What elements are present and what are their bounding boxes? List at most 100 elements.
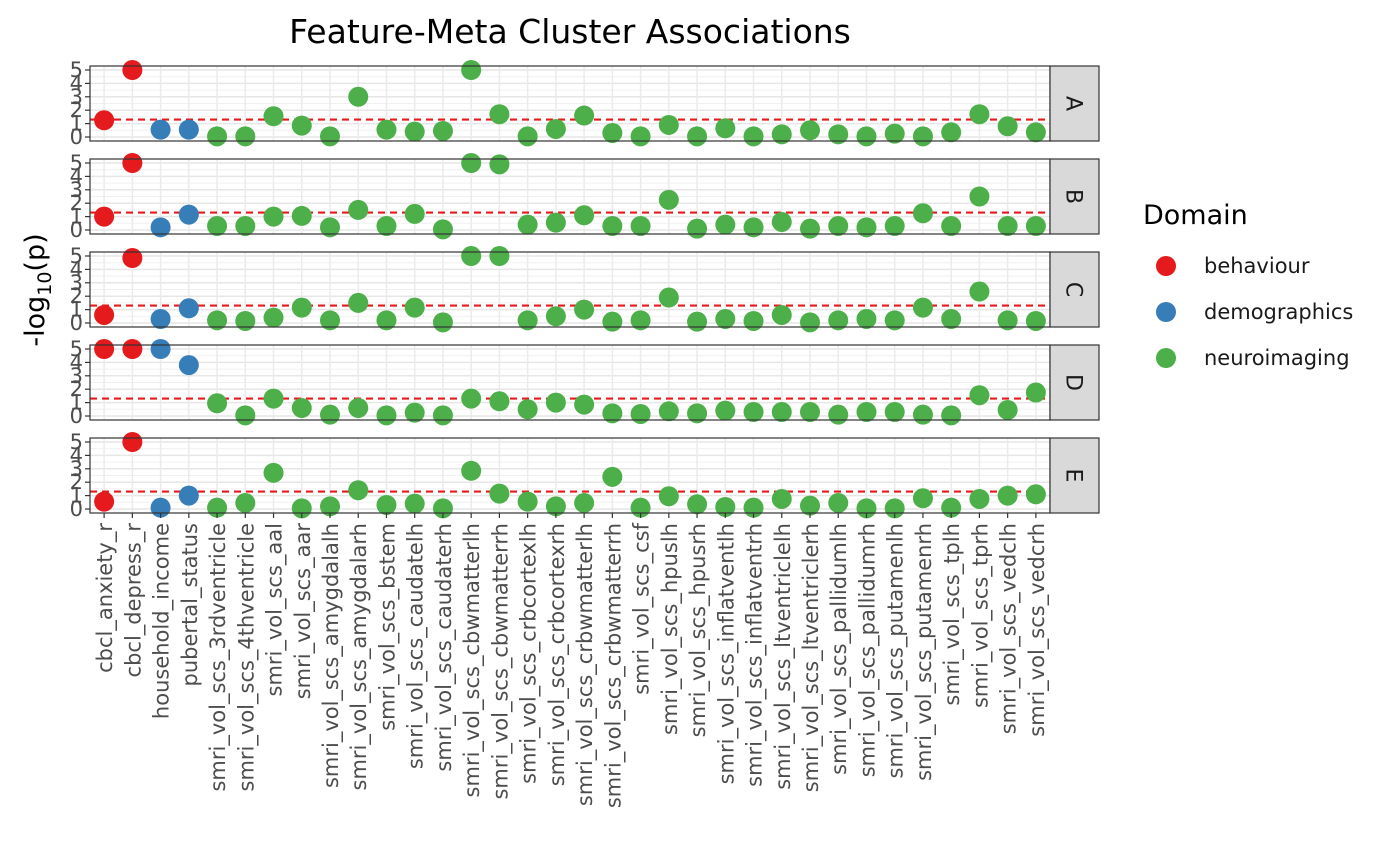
x-tick-label: smri_vol_scs_cbwmatterlh [460,523,485,797]
data-point [150,339,171,359]
data-point [1025,484,1046,505]
x-tick-label: smri_vol_scs_amygdalalh [319,523,344,788]
data-point [800,495,820,516]
facet-strip-label: D [1061,374,1086,391]
data-point [404,297,425,318]
legend-label: neuroimaging [1204,346,1350,370]
x-tick-label: smri_vol_scs_cbwmatterrh [488,523,513,800]
data-point [658,287,679,308]
data-point [489,154,510,175]
data-point [291,297,312,318]
data-point [320,126,340,147]
data-point [997,310,1018,331]
data-point [574,105,595,126]
data-point [545,496,566,517]
y-tick-label: 2 [70,377,83,401]
y-tick-label: 4 [70,164,83,188]
data-point [348,292,369,313]
facet-strip [1049,344,1100,421]
data-point [320,404,340,425]
y-tick-label: 1 [70,112,83,136]
y-axis-label: -log10(p) [20,233,56,346]
data-point [517,310,538,331]
y-axis-label-subscript: 10 [34,272,56,296]
data-point [771,401,792,422]
y-tick-label: 3 [70,271,83,295]
data-point [404,203,425,224]
legend-item-behaviour: behaviour [1156,254,1310,278]
data-point [94,304,115,325]
data-point [122,432,143,452]
data-point [1025,310,1046,331]
data-point [320,217,340,238]
x-tick-label: smri_vol_scs_caudatelh [404,523,429,769]
legend-title: Domain [1143,200,1248,231]
y-tick-label: 0 [70,497,83,521]
data-point [1025,215,1046,236]
data-point [969,281,990,302]
facet-strip-label: B [1061,189,1086,204]
data-point [461,153,482,173]
legend-label: behaviour [1204,254,1310,278]
facet-strip-label: E [1061,469,1086,483]
y-tick-label: 1 [70,484,83,508]
data-point [574,492,595,513]
y-tick-label: 3 [70,457,83,481]
data-point [376,310,397,331]
y-tick-label: 3 [70,364,83,388]
data-point [376,215,397,236]
data-point [687,218,708,239]
data-point [997,485,1018,506]
y-tick-label: 1 [70,391,83,415]
facet-strip [1049,65,1100,142]
data-point [291,205,312,226]
data-point [178,298,199,319]
y-tick-label: 0 [70,311,83,335]
data-point [884,310,905,331]
data-point [150,217,171,238]
x-tick-label: smri_vol_scs_hpuslh [658,523,683,735]
data-point [912,203,933,224]
x-tick-label: smri_vol_scs_aar [291,523,316,700]
data-point [178,355,199,376]
data-point [997,215,1018,236]
data-point [178,485,199,506]
data-point [574,394,595,415]
data-point [800,120,820,141]
y-tick-label: 4 [70,443,83,467]
y-tick-label: 1 [70,298,83,322]
data-point [912,297,933,318]
legend-item-demographics: demographics [1156,300,1353,324]
x-tick-label: smri_vol_scs_crbwmatterlh [573,523,598,806]
data-point [828,404,849,425]
data-point [235,215,256,236]
data-point [687,403,708,424]
y-tick-label: 3 [70,85,83,109]
x-tick-label: smri_vol_scs_hpusrh [686,523,711,737]
data-point [856,217,877,238]
data-point [94,491,115,512]
x-tick-label: smri_vol_scs_ltventriclelh [771,523,796,790]
data-point [630,310,651,331]
data-point [800,218,820,239]
y-tick-label: 2 [70,470,83,494]
data-point [969,104,990,125]
data-point [94,206,115,227]
data-point [320,310,340,331]
x-tick-label: smri_vol_scs_caudaterh [432,523,457,772]
data-point [884,215,905,236]
data-point [263,388,284,409]
chart-title: Feature-Meta Cluster Associations [289,12,851,51]
data-point [94,339,115,359]
data-point [1025,382,1046,403]
data-point [348,199,369,220]
data-point [263,307,284,328]
data-point [800,401,820,422]
data-point [461,388,482,409]
x-tick-label: smri_vol_scs_vedclh [997,523,1022,734]
x-tick-label: pubertal_status [178,523,203,687]
